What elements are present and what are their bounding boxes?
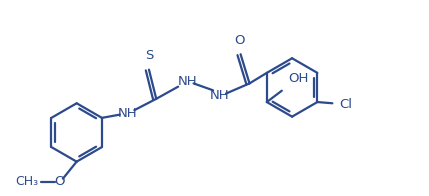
Text: Cl: Cl <box>339 98 352 111</box>
Text: NH: NH <box>117 106 137 120</box>
Text: S: S <box>145 49 154 62</box>
Text: NH: NH <box>210 89 230 102</box>
Text: CH₃: CH₃ <box>15 175 39 188</box>
Text: O: O <box>54 175 65 188</box>
Text: O: O <box>235 34 245 47</box>
Text: OH: OH <box>289 72 309 85</box>
Text: NH: NH <box>177 75 197 88</box>
